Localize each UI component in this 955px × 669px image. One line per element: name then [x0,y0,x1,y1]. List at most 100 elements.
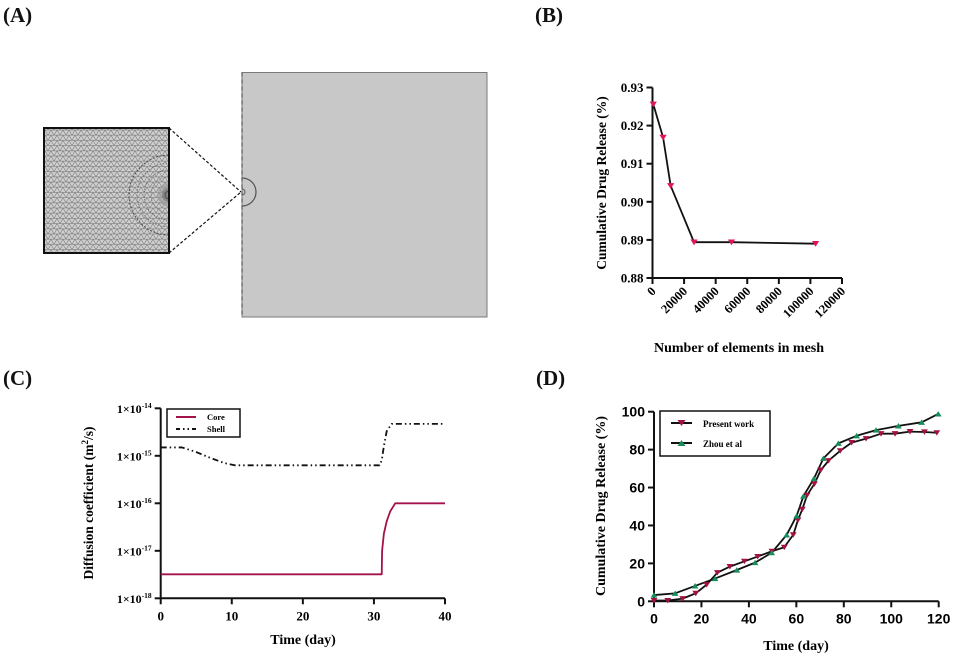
d-series-line [653,413,939,596]
legend-zhou-label: Zhou et al [703,439,743,449]
d-xtick-label: 80 [836,610,852,626]
c-ytick-base: 1×10 [117,402,142,416]
c-ytick-exp: -17 [142,543,152,552]
c-ytick-base: 1×10 [117,449,142,463]
d-present-point [848,440,856,446]
d-present-point [703,582,711,588]
refined-mesh-region [128,154,169,236]
d-ytick-label: 60 [629,480,645,496]
d-xtick-label: 40 [741,610,757,626]
zoom-inset [43,127,170,254]
d-zhou-point [711,575,719,582]
c-ytick-label: 1×10-18 [117,591,152,606]
d-present-point [740,558,748,565]
d-xtick-label: 100 [880,610,904,626]
legend-present-label: Present work [703,419,754,429]
panel-label-c: (C) [3,366,33,390]
c-ytick-exp: -15 [142,448,152,457]
c-series-core [160,502,445,576]
d-zhou-point [834,440,842,446]
d-present-point [817,467,825,473]
computational-domain [241,72,488,318]
d-zhou-point [768,549,776,556]
d-ytick-label: 0 [637,593,645,609]
c-ytick-base: 1×10 [117,544,142,558]
d-xtick-label: 20 [694,610,710,626]
d-zhou-point [751,559,759,566]
c-ylabel-text: Diffusion coefficient (m [81,444,96,580]
zoom-connector-bottom [168,191,242,254]
legend-shell-label: Shell [207,424,226,434]
d-xtick-label: 120 [927,610,951,626]
d-zhou-point [671,590,679,596]
d-xtick-label: 60 [789,610,805,626]
d-present-point [726,564,734,570]
b-ytick-label: 0.93 [621,80,644,95]
c-legend: Core Shell [166,408,241,438]
b-data-point [667,183,675,189]
d-present-point [679,596,687,602]
d-zhou-point [894,423,902,429]
legend-present-marker [677,420,686,426]
d-present-point [789,532,797,538]
d-present-point [692,590,700,597]
d-ytick-label: 80 [629,442,645,458]
b-ytick-label: 0.92 [621,118,644,133]
d-ytick-label: 100 [622,404,646,420]
d-ytick-label: 40 [629,517,645,533]
d-present-point [921,429,928,435]
b-data-point [659,134,667,141]
c-ylabel-end: /s) [81,427,96,442]
d-present-point [664,597,672,604]
b-data-point [649,101,657,108]
d-zhou-point [733,567,741,573]
legend-core-label: Core [207,412,225,422]
d-ylabel: Cumulative Drug Release (%) [594,416,609,596]
b-ytick-label: 0.91 [621,156,644,171]
c-ytick-base: 1×10 [117,497,142,511]
b-ytick-label: 0.90 [621,194,644,209]
c-series-shell [160,422,445,467]
d-present-point [650,597,658,604]
b-data-point [727,239,736,246]
c-ytick-label: 1×10-14 [117,401,152,416]
c-xtick-label: 20 [296,608,309,623]
c-xtick-label: 0 [157,608,164,623]
d-zhou-point [819,455,827,461]
panel-label-b: (B) [535,3,563,27]
c-xlabel: Time (day) [270,633,336,648]
b-ylabel: Cumulative Drug Release (%) [594,96,609,270]
zoom-connector-top [168,127,242,193]
c-ytick-label: 1×10-16 [117,496,152,511]
d-zhou-point [872,427,880,433]
d-zhou-point [650,592,658,598]
d-zhou-point [918,419,926,425]
d-present-point [803,492,811,499]
c-ytick-exp: -18 [142,591,152,600]
c-ytick-label: 1×10-17 [117,543,152,558]
d-legend: Present work Zhou et al [659,410,771,457]
c-xtick-label: 40 [439,608,452,623]
d-zhou-point [783,532,791,538]
c-xtick-label: 10 [225,608,238,623]
c-xtick-label: 30 [367,608,380,623]
legend-zhou-marker [677,440,686,446]
c-ylabel-sup: 2 [80,440,90,445]
d-present-point [780,544,788,551]
b-series-line [652,104,816,245]
c-ylabel: Diffusion coefficient (m2/s) [80,427,96,580]
b-ytick-label: 0.88 [621,271,644,286]
d-present-point [825,458,833,464]
d-present-point [933,430,941,436]
core-outline [241,188,246,196]
particle-outline [241,177,257,207]
d-xtick-label: 0 [650,610,658,626]
d-zhou-point [810,475,818,482]
d-zhou-point [793,513,800,519]
b-data-point [812,241,820,247]
d-present-point [836,448,844,454]
d-present-point [798,506,806,513]
